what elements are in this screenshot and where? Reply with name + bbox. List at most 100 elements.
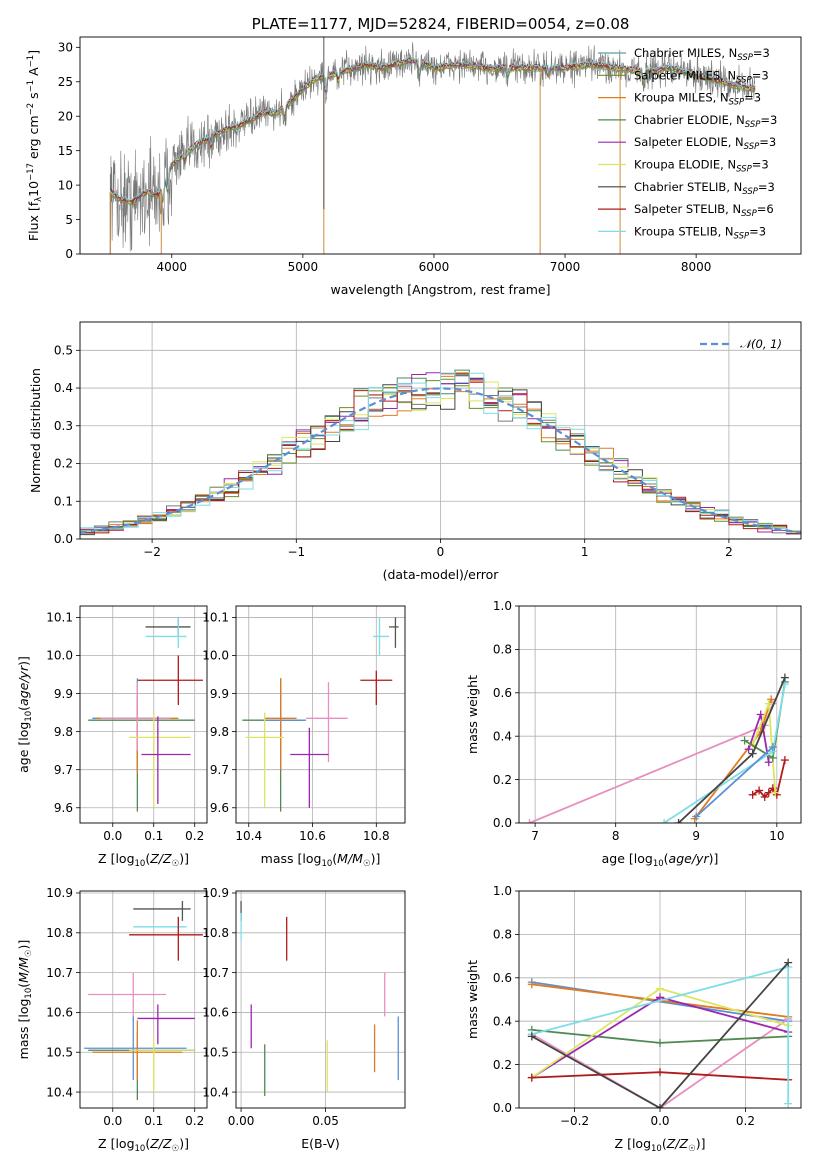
y-tick-label: 10.7 [46, 966, 73, 980]
y-tick-label: 0.6 [493, 971, 512, 985]
data-point-5 [84, 1016, 187, 1081]
data-point-0 [389, 617, 399, 648]
data-point-1 [145, 617, 187, 648]
x-tick-label: −0.2 [560, 1114, 589, 1128]
weight-line-2 [531, 1018, 789, 1108]
weight-marker [780, 673, 789, 682]
weight-marker [764, 758, 773, 767]
weight-marker [784, 1099, 793, 1108]
weight-marker [784, 958, 793, 967]
legend: Chabrier MILES, NSSP=3 Salpeter MILES, NS… [598, 46, 777, 241]
x-tick-label: 10.8 [363, 829, 390, 843]
chart-title: PLATE=1177, MJD=52824, FIBERID=0054, z=0… [252, 15, 630, 33]
y-tick-label: 0.0 [493, 1101, 512, 1115]
y-tick-label: 0.1 [54, 494, 73, 508]
x-tick-label: 0.05 [312, 1114, 339, 1128]
y-tick-label: 10.6 [46, 1006, 73, 1020]
y-tick-label: 10.1 [46, 611, 73, 625]
weight-marker [740, 736, 749, 745]
x-axis-label: Z [log10(Z/Z☉)] [98, 1136, 189, 1154]
y-tick-label: 10.5 [46, 1045, 73, 1059]
weight-marker [760, 792, 769, 801]
y-axis-label: Normed distribution [28, 368, 43, 493]
x-tick-label: 0.2 [185, 829, 204, 843]
y-axis-label: mass [log10(M/M☉)] [16, 940, 34, 1060]
y-tick-label: 9.8 [210, 725, 229, 739]
axes-frame [235, 605, 406, 824]
x-tick-label: 2 [725, 545, 733, 559]
y-tick-label: 10.1 [202, 611, 229, 625]
x-tick-label: 10.4 [235, 829, 262, 843]
y-tick-label: 1.0 [493, 599, 512, 613]
y-tick-label: 25 [58, 75, 73, 89]
y-tick-label: 0.2 [493, 773, 512, 787]
y-tick-label: 15 [58, 144, 73, 158]
y-tick-label: 0 [65, 247, 73, 261]
panel-3: 10.4 10.6 10.8 9.6 9.7 9.8 9.9 10.0 10.1 mass [lo… [202, 605, 406, 869]
data-point-7 [245, 712, 284, 808]
legend-entry-normal: 𝒩(0, 1) [740, 337, 782, 351]
plot-area-6 [236, 891, 405, 1108]
y-tick-label: 0.8 [493, 928, 512, 942]
plot-area-2 [80, 606, 207, 823]
weight-marker [674, 819, 683, 823]
y-tick-label: 0.3 [54, 419, 73, 433]
y-tick-label: 1.0 [493, 884, 512, 898]
weight-marker [755, 786, 764, 795]
y-axis-label: mass weight [465, 960, 480, 1039]
weight-marker [756, 710, 765, 719]
x-tick-label: 0.1 [144, 829, 163, 843]
axes-frame [518, 890, 802, 1109]
x-tick-label: 5000 [288, 260, 319, 274]
plot-area-4 [519, 606, 801, 823]
weight-line-8 [531, 962, 789, 1108]
y-tick-label: 0.4 [493, 1014, 512, 1028]
data-point-3 [88, 972, 167, 1021]
plot-area-0 [109, 37, 756, 254]
x-tick-label: 0.0 [103, 1114, 122, 1128]
weight-marker [771, 788, 780, 797]
y-tick-label: 10.6 [202, 1006, 229, 1020]
panel-1: −2 −1 0 1 2 0.0 0.1 0.2 0.3 0.4 0.5 (data-model)/er… [28, 321, 802, 582]
x-tick-label: 10 [769, 829, 784, 843]
panel-5: 0.0 0.1 0.2 10.4 10.5 10.6 10.7 10.8 10.9 Z [log1… [16, 886, 208, 1154]
x-tick-label: 0.1 [144, 1114, 163, 1128]
weight-marker [767, 695, 776, 704]
axes-frame [235, 890, 406, 1109]
y-tick-label: 5 [65, 213, 73, 227]
data-point-6 [264, 678, 297, 770]
data-point-2 [360, 670, 393, 705]
x-tick-label: −1 [287, 545, 305, 559]
y-tick-label: 0.2 [54, 457, 73, 471]
axes-frame [518, 605, 802, 824]
x-axis-label: wavelength [Angstrom, rest frame] [330, 282, 550, 297]
y-tick-label: 0.4 [54, 381, 73, 395]
weight-marker [744, 745, 753, 754]
legend-entry-6: Chabrier STELIB, NSSP=3 [634, 180, 775, 197]
x-tick-label: 0.0 [650, 1114, 669, 1128]
weight-marker [656, 984, 664, 993]
weight-marker [525, 819, 534, 823]
y-tick-label: 10.9 [46, 886, 73, 900]
plot-area-1 [80, 322, 801, 539]
weight-marker [764, 699, 773, 708]
y-tick-label: 0.0 [54, 532, 73, 546]
axes-frame [79, 890, 208, 1109]
x-tick-label: 0.2 [736, 1114, 755, 1128]
weight-marker [768, 743, 777, 752]
model-spectrum-8 [109, 56, 756, 202]
y-tick-label: 9.9 [54, 687, 73, 701]
data-point-0 [133, 900, 191, 921]
y-tick-label: 10.8 [46, 926, 73, 940]
data-point-8 [141, 716, 191, 804]
weight-marker [748, 790, 757, 799]
y-axis-label: Flux [fλ10−17 erg cm−2 s−1 A−1] [26, 50, 44, 241]
y-tick-label: 10.8 [202, 926, 229, 940]
data-point-8 [290, 727, 329, 808]
y-tick-label: 9.9 [210, 687, 229, 701]
axes-frame [79, 605, 208, 824]
data-point-2 [137, 655, 203, 705]
weight-marker [692, 812, 701, 821]
legend-entry-8: Kroupa STELIB, NSSP=3 [634, 224, 766, 241]
